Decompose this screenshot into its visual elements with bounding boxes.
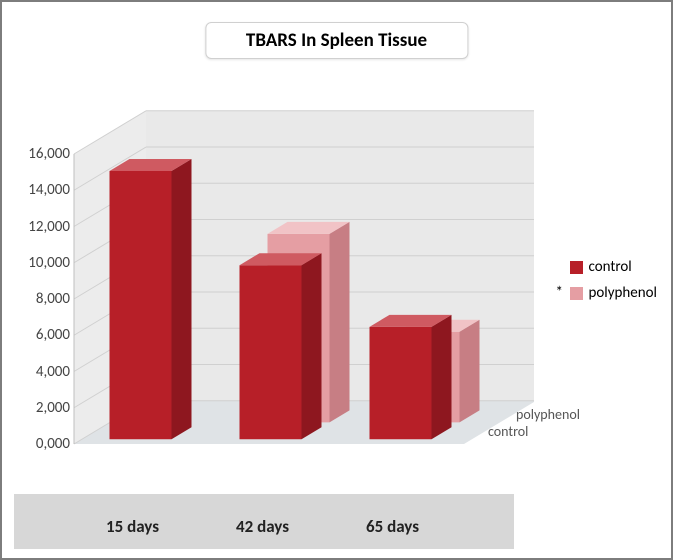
chart-region: TBARS In Spleen Tissue 0,000 2,000 4,000 6,… xyxy=(14,14,659,546)
bar-front xyxy=(240,265,302,439)
bar-side xyxy=(172,159,192,439)
x-category-label: 15 days xyxy=(106,516,159,537)
legend-item: *polyphenol xyxy=(570,284,657,302)
x-category-label: 42 days xyxy=(236,516,289,537)
x-axis-band: 15 days 42 days 65 days xyxy=(14,494,514,549)
bar-front xyxy=(110,171,172,439)
x-category-label: 65 days xyxy=(366,516,419,537)
plot-area: 0,000 2,000 4,000 6,000 8,000 10,000 12,000 14,… xyxy=(14,74,514,519)
legend-swatch xyxy=(570,287,583,300)
y-tick-label: 4,000 xyxy=(36,363,70,381)
y-tick-label: 0,000 xyxy=(36,435,70,453)
chart-container: TBARS In Spleen Tissue 0,000 2,000 4,000 6,… xyxy=(0,0,673,560)
bar-side xyxy=(330,222,350,423)
bar-side xyxy=(302,253,322,439)
chart-svg xyxy=(14,74,534,544)
y-tick-label: 12,000 xyxy=(28,218,70,236)
y-tick-label: 2,000 xyxy=(36,399,70,417)
legend-item: control xyxy=(570,258,657,276)
depth-axis-label: polyphenol xyxy=(516,406,580,423)
y-tick-label: 16,000 xyxy=(28,145,70,163)
bar-front xyxy=(370,327,432,439)
chart-title: TBARS In Spleen Tissue xyxy=(205,22,468,59)
bar-side xyxy=(432,315,452,439)
y-tick-label: 10,000 xyxy=(28,254,70,272)
y-tick-label: 8,000 xyxy=(36,290,70,308)
legend: control *polyphenol xyxy=(570,250,657,310)
bar-side xyxy=(460,320,480,423)
legend-label: polyphenol xyxy=(589,284,657,302)
y-tick-label: 6,000 xyxy=(36,326,70,344)
legend-footnote-marker: * xyxy=(556,284,563,302)
legend-swatch xyxy=(570,261,583,274)
depth-axis-label: control xyxy=(488,423,528,440)
y-tick-label: 14,000 xyxy=(28,181,70,199)
legend-label: control xyxy=(589,258,632,276)
